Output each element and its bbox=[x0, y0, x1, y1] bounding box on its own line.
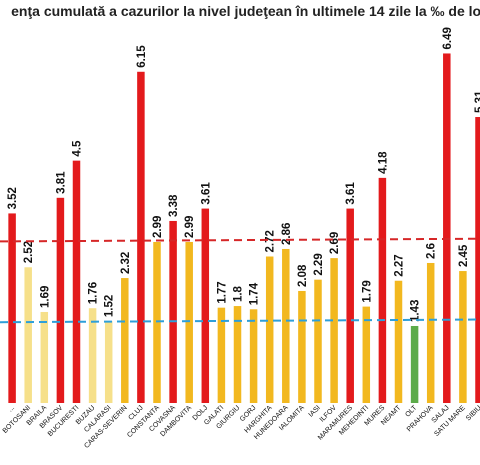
bar-brasov bbox=[56, 197, 65, 403]
blue-threshold-line bbox=[0, 318, 480, 324]
value-label: 4.5 bbox=[72, 140, 84, 157]
category-label: ... bbox=[7, 404, 16, 413]
value-label: 3.81 bbox=[55, 171, 67, 194]
value-label: 2.69 bbox=[329, 232, 341, 254]
value-label: 2.27 bbox=[394, 254, 406, 276]
value-label: 2.99 bbox=[152, 216, 164, 238]
value-label: 1.52 bbox=[104, 295, 116, 317]
bar-caras-severin bbox=[121, 278, 129, 403]
value-label: 3.61 bbox=[345, 182, 357, 205]
value-label: 2.08 bbox=[297, 264, 309, 287]
value-label: 2.86 bbox=[281, 223, 293, 245]
bar-covasna bbox=[169, 220, 177, 403]
bar-iasi bbox=[314, 279, 322, 403]
bar-ilfov bbox=[330, 258, 338, 403]
value-label: 4.18 bbox=[377, 151, 389, 174]
value-label: 5.31 bbox=[474, 90, 480, 113]
bar-braila bbox=[40, 311, 49, 403]
value-label: 3.38 bbox=[168, 194, 180, 217]
bar-calarasi bbox=[104, 321, 113, 403]
bar-galati bbox=[217, 307, 226, 403]
value-label: 2.52 bbox=[23, 241, 35, 263]
bar-sibiu bbox=[475, 117, 480, 404]
bar-giurgiu bbox=[233, 306, 242, 403]
bar-harghita bbox=[265, 256, 274, 403]
value-label: 3.52 bbox=[7, 187, 19, 209]
bar-dambovita bbox=[185, 241, 193, 403]
bar-mehedinti bbox=[362, 306, 371, 403]
bar-prahova bbox=[426, 262, 435, 403]
bar-cluj bbox=[137, 71, 145, 404]
bar-ialomita bbox=[298, 290, 306, 403]
value-label: 1.69 bbox=[39, 286, 51, 308]
bar-salaj bbox=[443, 53, 451, 404]
value-label: 6.49 bbox=[442, 27, 454, 49]
bar-botosani bbox=[24, 267, 32, 403]
value-label: 2.29 bbox=[313, 253, 325, 275]
bar-satu-mare bbox=[459, 271, 467, 403]
bar-mures bbox=[378, 177, 387, 403]
value-label: 6.15 bbox=[136, 45, 148, 68]
bar-olt bbox=[410, 325, 419, 403]
bar-constanta bbox=[153, 241, 161, 403]
value-label: 2.32 bbox=[120, 252, 132, 274]
bar-bucuresti bbox=[72, 160, 81, 403]
bar-gorj bbox=[249, 309, 258, 403]
bar-buzau bbox=[88, 308, 97, 403]
value-label: 1.8 bbox=[233, 285, 245, 302]
bar-dolj bbox=[201, 208, 210, 403]
red-threshold-line bbox=[0, 237, 480, 243]
value-label: 3.61 bbox=[200, 182, 212, 205]
value-label: 1.74 bbox=[249, 282, 261, 305]
value-label: 2.6 bbox=[426, 243, 438, 259]
bar-hunedoara bbox=[282, 248, 290, 403]
value-label: 2.45 bbox=[458, 244, 470, 267]
value-label: 2.72 bbox=[265, 230, 277, 252]
chart-title: enţa cumulată a cazurilor la nivel judeţ… bbox=[11, 3, 480, 19]
value-label: 1.76 bbox=[88, 282, 100, 304]
bar-neamt bbox=[394, 280, 403, 403]
value-label: 2.99 bbox=[184, 216, 196, 238]
category-label: SIBIU bbox=[465, 404, 480, 422]
bar-- bbox=[8, 213, 16, 403]
bar-maramures bbox=[346, 208, 354, 403]
value-label: 1.79 bbox=[361, 280, 373, 302]
value-label: 1.43 bbox=[410, 300, 422, 322]
value-label: 1.77 bbox=[216, 281, 228, 303]
